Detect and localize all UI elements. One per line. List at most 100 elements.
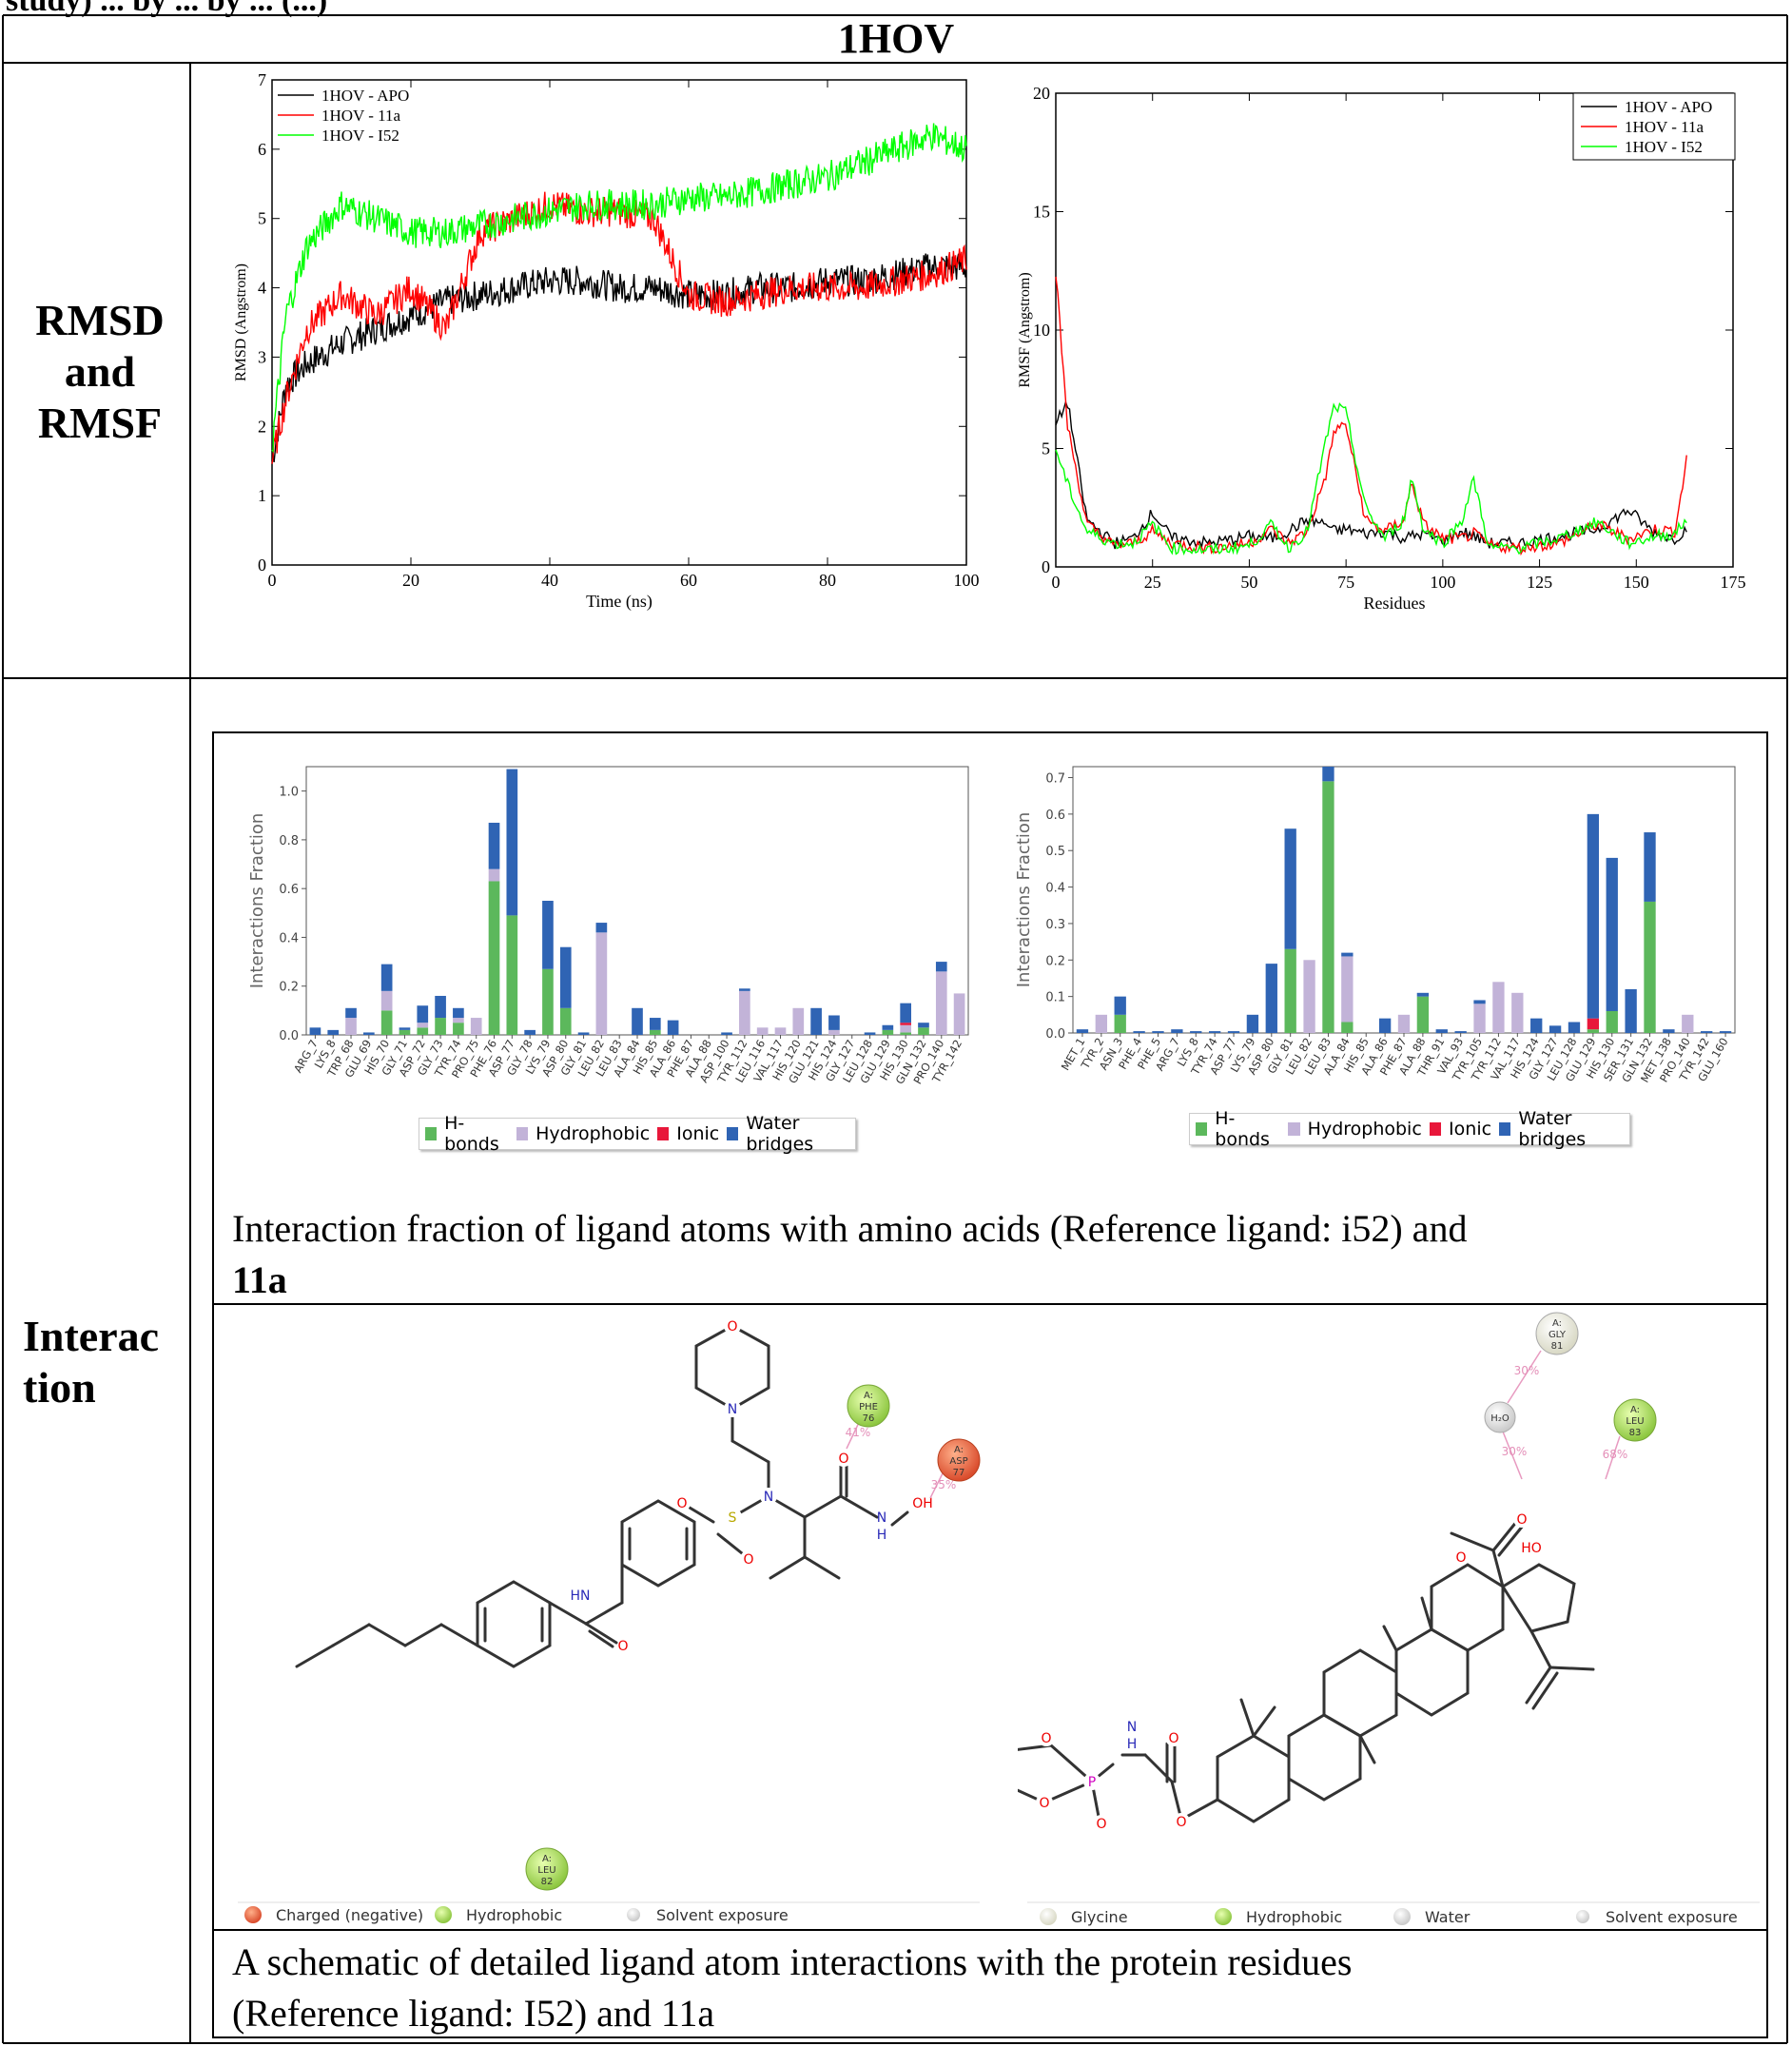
svg-text:A:: A: bbox=[954, 1445, 964, 1455]
bar-segment bbox=[900, 1032, 911, 1035]
bar-segment bbox=[1133, 1031, 1145, 1033]
y-tick-label: 0.8 bbox=[279, 834, 299, 848]
y-tick-label: 0.3 bbox=[1045, 918, 1065, 932]
atom-label: HO bbox=[1521, 1541, 1542, 1556]
bar-segment bbox=[399, 1029, 411, 1035]
bar-segment bbox=[1322, 781, 1334, 1033]
atom-label: HN bbox=[571, 1588, 591, 1604]
bar-segment bbox=[632, 1007, 643, 1035]
bar-segment bbox=[1568, 1022, 1581, 1033]
legend-entry: 1HOV - I52 bbox=[1625, 138, 1703, 156]
legend-label: Hydrophobic bbox=[536, 1123, 651, 1144]
y-tick-label: 0 bbox=[258, 555, 266, 575]
legend-icon-glycine bbox=[1040, 1908, 1057, 1925]
bar-segment bbox=[1587, 813, 1600, 1019]
atom-label: O bbox=[838, 1452, 848, 1467]
residue-gly81: A: GLY 81 bbox=[1535, 1312, 1579, 1355]
bar-segment bbox=[345, 1007, 357, 1019]
x-tick-label: 175 bbox=[1721, 573, 1746, 592]
bar-segment bbox=[595, 923, 608, 933]
y-axis-label: RMSD (Angstrom) bbox=[233, 263, 249, 381]
bar-segment bbox=[1663, 1029, 1675, 1033]
bar-segment bbox=[488, 822, 500, 869]
row-label-line: tion bbox=[23, 1363, 96, 1412]
bar-segment bbox=[774, 1027, 787, 1035]
legend-label: Glycine bbox=[1071, 1908, 1128, 1926]
caption-line: (Reference ligand: I52) and 11a bbox=[232, 1992, 715, 2035]
atom-label: H bbox=[877, 1528, 887, 1543]
series-line-1 bbox=[1055, 399, 1687, 550]
y-tick-label: 0.1 bbox=[1045, 991, 1065, 1005]
series-line-1 bbox=[271, 253, 967, 462]
series-line-3 bbox=[1055, 402, 1687, 555]
bar-segment bbox=[1341, 956, 1354, 1023]
bar-segment bbox=[918, 1023, 929, 1028]
bar-segment bbox=[792, 1007, 805, 1035]
svg-text:76: 76 bbox=[863, 1413, 875, 1424]
legend-swatch-ionic bbox=[1429, 1122, 1442, 1136]
bar-segment bbox=[380, 964, 393, 991]
y-tick-label: 0.4 bbox=[279, 931, 299, 945]
bar-segment bbox=[1303, 960, 1315, 1033]
interaction-percent: 35% bbox=[931, 1478, 957, 1491]
interaction-percent: 30% bbox=[1502, 1445, 1528, 1458]
legend-icon-solvent bbox=[1576, 1910, 1589, 1923]
bar-segment bbox=[380, 990, 393, 1011]
atom-label: O bbox=[1176, 1815, 1186, 1830]
legend-label: Water bbox=[1425, 1908, 1471, 1926]
y-tick-label: 0.0 bbox=[279, 1029, 299, 1043]
atom-label: N bbox=[764, 1490, 773, 1505]
interaction-percent: 68% bbox=[1603, 1448, 1628, 1461]
rmsf-chart: 0 25 50 75 100 125 150 175 0 5 10 15 20 Residues RMSF … bbox=[1017, 84, 1746, 613]
bar-segment bbox=[488, 881, 500, 1035]
bar-segment bbox=[953, 993, 965, 1035]
bar-segment bbox=[453, 1018, 464, 1023]
y-tick-label: 5 bbox=[258, 209, 266, 228]
svg-text:A:: A: bbox=[542, 1854, 552, 1864]
bar-segment bbox=[345, 1018, 357, 1035]
atom-label: H bbox=[1127, 1737, 1138, 1752]
bar-segment bbox=[380, 1010, 393, 1035]
row-label-line: RMSD bbox=[35, 296, 165, 344]
bar-segment bbox=[1152, 1031, 1164, 1033]
bar-segment bbox=[1076, 1029, 1089, 1033]
ligand-diagram-11a: HO O O N H O P O O O O 30% 30% 68% A: GL… bbox=[1018, 1312, 1760, 1926]
legend-swatch-water bbox=[727, 1127, 739, 1140]
legend-label: Solvent exposure bbox=[1606, 1908, 1738, 1926]
ligand-diagram-i52: O N S O O N O N H OH HN O 41% 35% A: PHE… bbox=[238, 1317, 981, 1924]
bar-segment bbox=[1682, 1014, 1694, 1033]
legend-label: H-bonds bbox=[444, 1113, 499, 1155]
bar-segment bbox=[1416, 996, 1430, 1033]
svg-text:H₂O: H₂O bbox=[1490, 1413, 1510, 1424]
atom-label: O bbox=[727, 1319, 737, 1335]
y-tick-label: 6 bbox=[258, 140, 266, 159]
atom-label: O bbox=[1455, 1550, 1466, 1566]
y-tick-label: 1.0 bbox=[279, 786, 299, 800]
bar-legend-left: H-bonds Hydrophobic Ionic Water bridges bbox=[419, 1113, 856, 1155]
bar-segment bbox=[363, 1032, 375, 1035]
legend-label: Water bridges bbox=[746, 1113, 814, 1155]
rmsd-chart: 0 20 40 60 80 100 0 1 2 3 4 5 6 7 Time (ns) RMSD (Angst… bbox=[233, 70, 980, 612]
x-axis-label: Time (ns) bbox=[586, 592, 653, 612]
y-axis-label: RMSF (Angstrom) bbox=[1017, 272, 1033, 387]
y-tick-label: 7 bbox=[258, 70, 266, 89]
legend-icon-solvent bbox=[627, 1908, 640, 1921]
y-tick-label: 2 bbox=[258, 417, 266, 436]
atom-label: N bbox=[1127, 1720, 1137, 1735]
y-tick-label: 0.6 bbox=[1045, 809, 1065, 823]
legend-swatch-hydrophobic bbox=[1288, 1122, 1300, 1136]
row-label-rmsd-rmsf: RMSD and RMSF bbox=[19, 295, 181, 449]
caption-bold: 11a bbox=[232, 1258, 287, 1301]
plot-frame bbox=[1055, 92, 1734, 568]
atom-label: O bbox=[1041, 1731, 1051, 1746]
y-tick-label: 0 bbox=[1042, 557, 1050, 576]
row-label-line: RMSF bbox=[37, 399, 163, 447]
legend-label: H-bonds bbox=[1215, 1108, 1270, 1150]
svg-text:LEU: LEU bbox=[537, 1865, 555, 1876]
x-tick-label: 0 bbox=[1052, 573, 1061, 592]
svg-text:A:: A: bbox=[864, 1391, 873, 1401]
bar-segment bbox=[1549, 1025, 1562, 1033]
residue-leu83: A: LEU 83 bbox=[1613, 1398, 1657, 1442]
svg-text:PHE: PHE bbox=[859, 1402, 878, 1413]
bar-segment bbox=[1644, 901, 1656, 1033]
